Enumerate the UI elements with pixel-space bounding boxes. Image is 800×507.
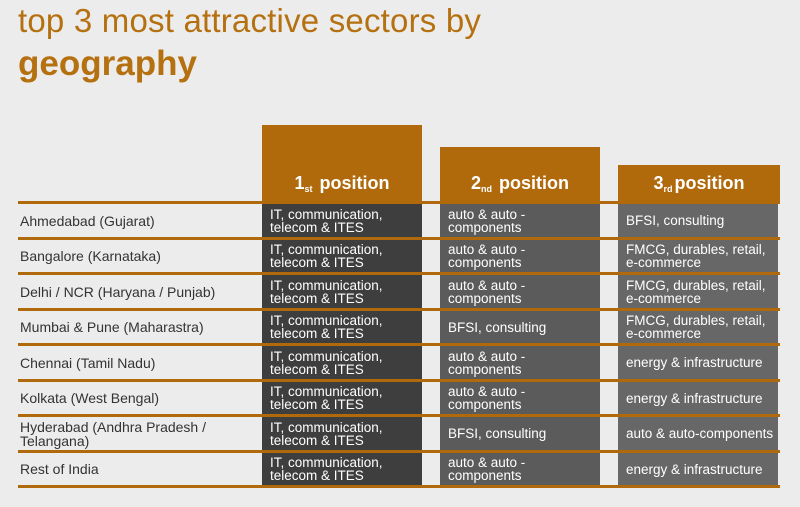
sector-cell-position-3: energy & infrastructure: [618, 452, 778, 486]
region-label: Delhi / NCR (Haryana / Punjab): [20, 283, 216, 300]
sector-cell-position-1: IT, communication, telecom & ITES: [262, 275, 422, 308]
table-row: Ahmedabad (Gujarat) IT, communication, te…: [18, 201, 780, 237]
table-row: Kolkata (West Bengal) IT, communication, …: [18, 378, 780, 415]
sector-text: IT, communication, telecom & ITES: [270, 206, 383, 235]
header-num: 3: [653, 173, 664, 193]
header-label: position: [674, 173, 745, 193]
region-label: Chennai (Tamil Nadu): [20, 354, 156, 371]
sector-cell-position-2: auto & auto - components: [440, 452, 600, 486]
region-label: Hyderabad (Andhra Pradesh / Telangana): [20, 418, 206, 449]
sector-cell-position-2: auto & auto - components: [440, 346, 600, 379]
sector-text: energy & infrastructure: [626, 390, 763, 406]
sector-text: BFSI, consulting: [448, 319, 547, 335]
sector-text: FMCG, durables, retail, e-commerce: [626, 242, 766, 270]
sector-text: IT, communication, telecom & ITES: [270, 455, 383, 483]
sector-text: BFSI, consulting: [448, 426, 547, 441]
sector-cell-position-3: FMCG, durables, retail, e-commerce: [618, 275, 778, 308]
sector-cell-position-2: auto & auto - components: [440, 381, 600, 415]
header-sup: rd: [663, 184, 673, 194]
table-row: Delhi / NCR (Haryana / Punjab) IT, commun…: [18, 272, 780, 308]
region-label: Kolkata (West Bengal): [20, 390, 160, 406]
sector-text: IT, communication, telecom & ITES: [270, 419, 383, 448]
sector-text: FMCG, durables, retail, e-commerce: [626, 277, 766, 306]
table-row: Rest of India IT, communication, telecom …: [18, 449, 780, 486]
table-row: Bangalore (Karnataka) IT, communication, …: [18, 236, 780, 273]
header-num: 1: [294, 173, 305, 193]
sector-text: energy & infrastructure: [626, 461, 763, 477]
table-bottom-rule: [18, 485, 780, 488]
sector-cell-position-2: auto & auto - components: [440, 275, 600, 308]
header-sup: st: [304, 184, 313, 194]
sector-cell-position-1: IT, communication, telecom & ITES: [262, 310, 422, 344]
title-line-2: geography: [18, 44, 197, 83]
region-label: Ahmedabad (Gujarat): [20, 212, 155, 229]
sector-text: energy & infrastructure: [626, 355, 763, 370]
sector-text: auto & auto-components: [626, 426, 774, 441]
sector-text: IT, communication, telecom & ITES: [270, 384, 383, 412]
sector-cell-position-2: BFSI, consulting: [440, 417, 600, 450]
sector-cell-position-3: energy & infrastructure: [618, 346, 778, 379]
sector-text: IT, communication, telecom & ITES: [270, 348, 383, 377]
sector-text: IT, communication, telecom & ITES: [270, 277, 383, 306]
region-label: Bangalore (Karnataka): [20, 248, 161, 264]
sector-cell-position-1: IT, communication, telecom & ITES: [262, 381, 422, 415]
sector-cell-position-2: BFSI, consulting: [440, 310, 600, 344]
sector-cell-position-3: FMCG, durables, retail, e-commerce: [618, 239, 778, 273]
header-label: position: [499, 173, 570, 193]
sector-cell-position-1: IT, communication, telecom & ITES: [262, 204, 422, 237]
sector-text: IT, communication, telecom & ITES: [270, 313, 383, 341]
table-row: Mumbai & Pune (Maharastra) IT, communicat…: [18, 307, 780, 344]
sector-cell-position-1: IT, communication, telecom & ITES: [262, 239, 422, 273]
region-label: Rest of India: [20, 461, 99, 477]
sector-text: auto & auto - components: [448, 206, 526, 235]
header-sup: nd: [481, 184, 492, 194]
sector-text: IT, communication, telecom & ITES: [270, 242, 383, 270]
sector-cell-position-3: auto & auto-components: [618, 417, 778, 450]
sector-cell-position-3: BFSI, consulting: [618, 204, 778, 237]
header-label: position: [319, 173, 390, 193]
title-line-1: top 3 most attractive sectors by: [18, 2, 482, 39]
sector-cell-position-3: energy & infrastructure: [618, 381, 778, 415]
sector-cell-position-2: auto & auto - components: [440, 204, 600, 237]
region-label: Mumbai & Pune (Maharastra): [20, 319, 204, 335]
sector-cell-position-2: auto & auto - components: [440, 239, 600, 273]
sector-cell-position-1: IT, communication, telecom & ITES: [262, 452, 422, 486]
sector-text: auto & auto - components: [448, 455, 526, 483]
sector-cell-position-1: IT, communication, telecom & ITES: [262, 346, 422, 379]
sector-text: BFSI, consulting: [626, 213, 725, 228]
header-num: 2: [470, 173, 481, 193]
table-row: Hyderabad (Andhra Pradesh / Telangana) IT…: [18, 414, 780, 450]
sector-text: auto & auto - components: [448, 348, 526, 377]
table-row: Chennai (Tamil Nadu) IT, communication, t…: [18, 343, 780, 379]
sector-cell-position-3: FMCG, durables, retail, e-commerce: [618, 310, 778, 344]
sector-text: auto & auto - components: [448, 384, 526, 412]
sector-text: auto & auto - components: [448, 277, 526, 306]
sector-text: auto & auto - components: [448, 242, 526, 270]
sector-cell-position-1: IT, communication, telecom & ITES: [262, 417, 422, 450]
sector-text: FMCG, durables, retail, e-commerce: [626, 313, 766, 341]
